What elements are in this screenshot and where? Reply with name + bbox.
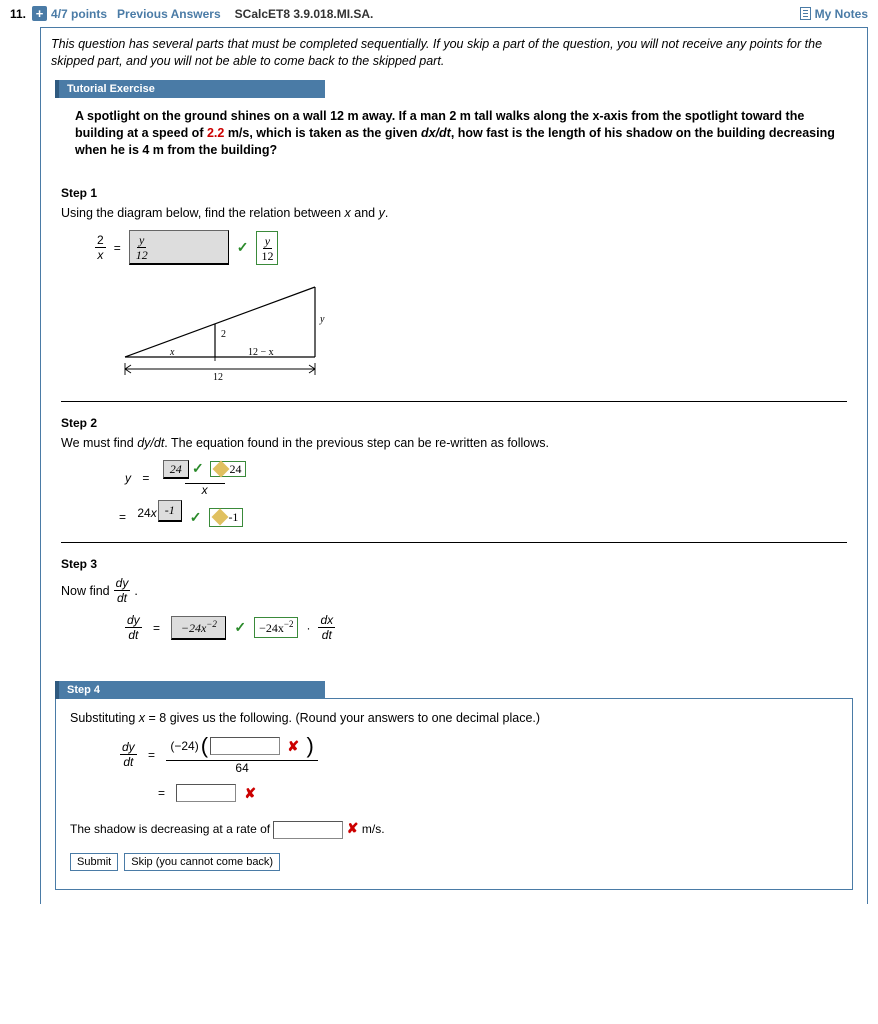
step3-ans-input[interactable]: −24x−2 <box>171 616 226 640</box>
step3-hint: −24x−2 <box>254 617 298 638</box>
button-row: Submit Skip (you cannot come back) <box>70 853 838 871</box>
given-speed: 2.2 <box>207 126 224 140</box>
question-number: 11. <box>10 7 26 21</box>
check-icon: ✓ <box>192 460 204 476</box>
cross-icon: ✘ <box>347 820 359 836</box>
submit-button[interactable]: Submit <box>70 853 118 871</box>
step2-label: Step 2 <box>61 416 853 430</box>
divider <box>61 542 847 543</box>
pencil-icon <box>212 508 229 525</box>
step3-text: Now find dydt . <box>61 577 853 604</box>
step2-ans1-input[interactable]: 24 <box>163 460 189 479</box>
step2-hint2: -1 <box>209 508 243 527</box>
triangle-diagram: x 2 12 − x y 12 <box>115 277 853 387</box>
step4-bar: Step 4 <box>55 681 325 699</box>
step4-eq1: dydt = (−24)( ✘ ) 64 <box>120 735 838 774</box>
step4-input3[interactable] <box>273 821 343 839</box>
step3-label: Step 3 <box>61 557 853 571</box>
question-box: This question has several parts that mus… <box>40 27 868 904</box>
instructions: This question has several parts that mus… <box>41 28 867 80</box>
check-icon: ✓ <box>190 509 202 526</box>
step2-eq2: = 24x -1 ✓ -1 <box>119 506 853 528</box>
points-label[interactable]: 4/7 points <box>51 7 107 21</box>
svg-text:12: 12 <box>213 372 223 383</box>
step1-answer-input[interactable]: y 12 <box>129 230 229 265</box>
step1-hint: y 12 <box>256 231 278 265</box>
question-header: 11. + 4/7 points Previous Answers SCalcE… <box>0 0 878 25</box>
svg-text:y: y <box>319 314 325 325</box>
step2-eq1: y = 24 ✓ 24 x <box>125 460 853 496</box>
step4-box: Substituting x = 8 gives us the followin… <box>55 698 853 890</box>
problem-prompt: A spotlight on the ground shines on a wa… <box>55 108 853 173</box>
check-icon: ✓ <box>237 239 249 256</box>
pencil-icon <box>213 461 230 478</box>
my-notes-link[interactable]: My Notes <box>800 7 868 21</box>
cross-icon: ✘ <box>244 785 256 802</box>
assignment-code: SCalcET8 3.9.018.MI.SA. <box>235 7 374 21</box>
step4-eq2: = ✘ <box>158 784 838 802</box>
step2-hint1: 24 <box>210 461 246 477</box>
svg-text:12 − x: 12 − x <box>248 347 274 358</box>
note-icon <box>800 7 811 20</box>
my-notes-label: My Notes <box>815 7 868 21</box>
step3-eq: dydt = −24x−2 ✓ −24x−2 · dxdt <box>125 614 853 641</box>
step4-text: Substituting x = 8 gives us the followin… <box>70 711 838 725</box>
step4-input2[interactable] <box>176 784 236 802</box>
cross-icon: ✘ <box>287 739 299 753</box>
lhs-fraction: 2 x <box>95 234 106 261</box>
step4-shadow-sentence: The shadow is decreasing at a rate of ✘ … <box>70 820 838 839</box>
divider <box>61 401 847 402</box>
previous-answers-link[interactable]: Previous Answers <box>117 7 221 21</box>
check-icon: ✓ <box>234 619 246 636</box>
step2-text: We must find dy/dt. The equation found i… <box>61 436 853 450</box>
step1-equation: 2 x = y 12 ✓ y 12 <box>95 230 853 265</box>
step1-label: Step 1 <box>61 186 853 200</box>
skip-button[interactable]: Skip (you cannot come back) <box>124 853 280 871</box>
svg-text:2: 2 <box>221 329 226 340</box>
svg-text:x: x <box>169 347 175 358</box>
step1-text: Using the diagram below, find the relati… <box>61 206 853 220</box>
step2-ans2-input[interactable]: -1 <box>158 500 182 522</box>
step4-input1[interactable] <box>210 737 280 755</box>
plus-icon[interactable]: + <box>32 6 47 21</box>
tutorial-exercise-bar: Tutorial Exercise <box>55 80 325 98</box>
